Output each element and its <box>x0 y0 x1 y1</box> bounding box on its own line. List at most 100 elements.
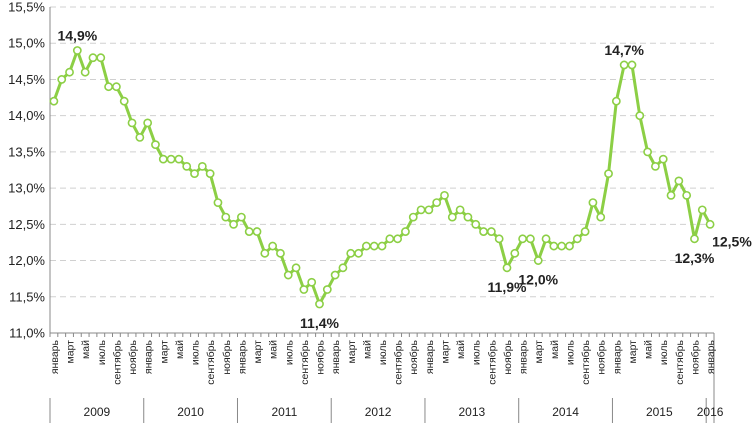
year-label: 2016 <box>697 405 724 419</box>
data-point <box>447 212 457 222</box>
data-point <box>322 285 332 294</box>
data-point <box>338 263 348 273</box>
data-point <box>236 212 246 222</box>
data-label: 14,7% <box>604 42 644 58</box>
data-point <box>651 161 660 171</box>
data-point <box>229 219 238 229</box>
data-point <box>80 67 90 77</box>
data-point <box>205 169 215 179</box>
data-point <box>580 227 590 236</box>
x-tick-label: май <box>643 340 655 359</box>
y-tick-label: 14,5% <box>8 72 45 87</box>
x-tick-label: май <box>549 340 561 359</box>
x-tick-label: ноябрь <box>127 339 139 374</box>
x-tick-label: ноябрь <box>408 339 420 374</box>
x-tick-label: ноябрь <box>689 339 701 374</box>
data-point <box>408 212 418 222</box>
x-tick-label: май <box>268 340 280 359</box>
data-point <box>432 198 442 207</box>
data-point <box>611 96 621 106</box>
data-point <box>88 53 98 63</box>
data-point <box>166 154 176 164</box>
y-tick-label: 12,0% <box>8 253 45 268</box>
x-tick-label: июль <box>190 339 202 365</box>
data-point <box>440 190 449 200</box>
data-point <box>479 227 488 236</box>
data-label: 12,3% <box>675 250 715 266</box>
data-point <box>112 82 121 92</box>
data-point <box>299 285 309 294</box>
data-point <box>72 46 82 55</box>
data-point <box>197 161 207 171</box>
data-point <box>643 147 652 157</box>
x-tick-label: ноябрь <box>596 339 608 374</box>
y-tick-label: 15,0% <box>8 36 45 51</box>
data-labels: 14,9% 11,4% 11,9%12,0% 14,7% 12,3%12,5% <box>57 27 752 331</box>
data-point <box>315 299 324 309</box>
data-point <box>526 234 535 244</box>
data-point <box>393 234 403 244</box>
y-tick-label: 11,5% <box>9 289 45 304</box>
x-tick-label: январь <box>330 339 342 374</box>
x-tick-label: сентябрь <box>299 339 311 384</box>
data-label: 11,4% <box>300 315 339 331</box>
year-label: 2015 <box>646 405 673 419</box>
data-point <box>658 154 668 164</box>
x-tick-label: июль <box>658 339 670 365</box>
data-label: 11,9% <box>488 279 527 295</box>
data-point <box>705 219 715 229</box>
data-point <box>549 241 559 251</box>
x-tick-label: январь <box>143 339 155 374</box>
x-tick-label: март <box>65 340 77 364</box>
data-point <box>494 234 504 244</box>
data-label: 12,5% <box>712 233 752 249</box>
x-tick-label: сентябрь <box>674 339 686 384</box>
data-point <box>49 96 59 106</box>
x-tick-label: ноябрь <box>315 339 327 374</box>
data-point <box>127 118 137 128</box>
data-point <box>557 241 567 251</box>
y-tick-label: 14,0% <box>8 108 45 123</box>
x-tick-label: май <box>455 340 467 359</box>
x-tick-label: июль <box>564 339 576 365</box>
data-point <box>455 205 465 215</box>
x-tick-label: март <box>627 340 639 364</box>
data-point <box>486 227 496 236</box>
data-point <box>244 227 254 236</box>
series-line-path <box>52 48 712 306</box>
data-point <box>260 248 270 258</box>
data-point <box>416 205 426 215</box>
x-tick-label: январь <box>705 339 717 374</box>
data-point <box>182 161 192 171</box>
data-point <box>283 270 293 280</box>
data-point <box>291 263 301 273</box>
x-tick-label: сентябрь <box>205 339 217 384</box>
series-line <box>49 46 715 309</box>
y-tick-label: 13,5% <box>8 144 45 159</box>
data-point <box>385 234 395 244</box>
data-point <box>518 234 528 244</box>
data-point <box>666 190 676 200</box>
data-point <box>510 248 520 258</box>
data-point <box>96 53 106 63</box>
x-tick-label: март <box>346 340 358 364</box>
data-point <box>697 205 707 215</box>
data-point <box>307 277 317 287</box>
x-tick-label: сентябрь <box>486 339 498 384</box>
data-point <box>369 241 379 251</box>
data-point <box>330 270 340 280</box>
data-point <box>119 96 129 106</box>
x-tick-label: январь <box>518 339 530 374</box>
y-axis: 11,0% 11,5% 12,0% 12,5% 13,0% 13,5% 14,0% 14,5%… <box>8 0 51 341</box>
data-point <box>252 227 262 236</box>
x-tick-label: май <box>361 340 373 359</box>
x-tick-label: март <box>252 340 264 364</box>
x-tick-label: сентябрь <box>393 339 405 384</box>
x-tick-label: январь <box>611 339 623 374</box>
x-tick-label: январь <box>49 339 61 374</box>
data-point <box>401 227 410 236</box>
data-point <box>541 234 551 244</box>
data-point <box>268 241 278 251</box>
x-tick-label: июль <box>96 339 108 365</box>
